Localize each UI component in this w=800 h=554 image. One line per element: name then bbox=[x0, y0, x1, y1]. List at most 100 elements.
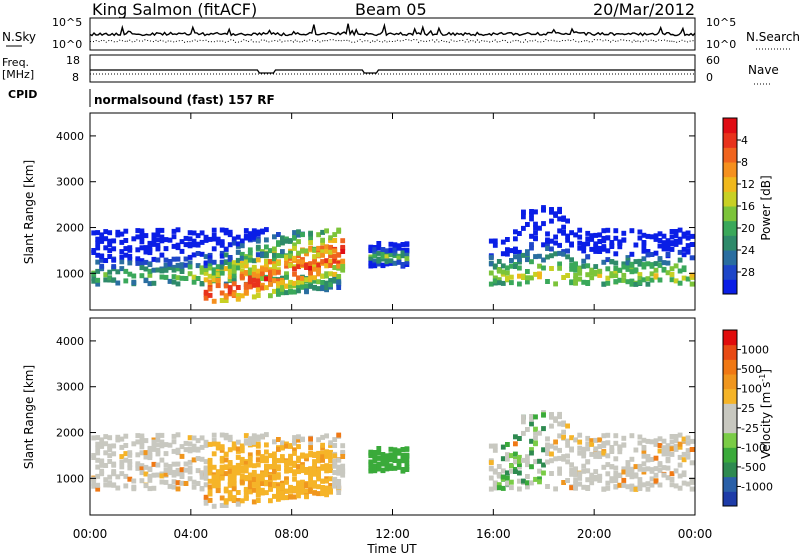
velocity-cell bbox=[127, 452, 133, 458]
power-cell bbox=[107, 269, 113, 275]
velocity-cell bbox=[529, 438, 534, 444]
power-cell bbox=[300, 232, 305, 238]
velocity-cell bbox=[565, 423, 570, 429]
velocity-cell bbox=[292, 485, 297, 491]
power-cell bbox=[219, 250, 225, 256]
velocity-cell bbox=[123, 457, 129, 463]
power-cell bbox=[167, 265, 173, 271]
nave-right-tick-bottom: 0 bbox=[706, 71, 713, 84]
power-cell bbox=[231, 276, 237, 282]
velocity-cell bbox=[183, 467, 189, 473]
velocity-cell bbox=[681, 480, 687, 486]
velocity-cell bbox=[308, 479, 313, 485]
velocity-cell bbox=[219, 445, 225, 451]
velocity-cell bbox=[211, 482, 217, 488]
power-cell bbox=[159, 238, 165, 244]
power-cell bbox=[328, 258, 333, 264]
velocity-cell bbox=[207, 484, 213, 490]
velocity-cell bbox=[276, 437, 281, 442]
power-cell bbox=[392, 250, 398, 256]
velocity-cell bbox=[227, 474, 233, 480]
velocity-cell bbox=[199, 444, 205, 450]
power-cell bbox=[219, 270, 225, 276]
power-cell bbox=[657, 262, 663, 268]
power-cell bbox=[533, 221, 538, 227]
velocity-cell bbox=[537, 479, 542, 485]
velocity-cell bbox=[549, 458, 554, 464]
power-cell bbox=[525, 269, 530, 274]
velocity-cell bbox=[219, 464, 225, 470]
power-cell bbox=[669, 234, 675, 240]
velocity-cell bbox=[288, 484, 293, 490]
velocity-cell bbox=[613, 440, 619, 446]
velocity-cell bbox=[557, 411, 562, 417]
power-cell bbox=[195, 233, 201, 239]
power-cell bbox=[525, 279, 530, 285]
power-cell bbox=[227, 289, 233, 295]
power-cell bbox=[284, 238, 289, 244]
velocity-cell bbox=[179, 444, 185, 450]
velocity-cell bbox=[308, 440, 313, 446]
power-cell bbox=[645, 276, 651, 282]
power-cell bbox=[388, 260, 394, 266]
power-cell bbox=[280, 240, 285, 246]
velocity-cell bbox=[488, 475, 494, 481]
power-cell bbox=[629, 269, 635, 275]
velocity-cell bbox=[304, 469, 309, 475]
velocity-cell bbox=[496, 482, 502, 488]
power-cell bbox=[633, 259, 639, 265]
power-cell bbox=[231, 260, 237, 266]
power-cell bbox=[657, 277, 663, 283]
velocity-cell bbox=[328, 440, 333, 446]
power-cell bbox=[316, 252, 321, 258]
power-cell bbox=[219, 227, 225, 233]
velocity-cell bbox=[292, 461, 297, 467]
power-cell bbox=[665, 246, 671, 252]
velocity-cell bbox=[400, 458, 406, 464]
noise-right-tick-bottom: 10^0 bbox=[706, 38, 736, 51]
power-cell bbox=[400, 242, 406, 247]
velocity-cell bbox=[376, 455, 382, 461]
station-title: King Salmon (fitACF) bbox=[92, 0, 257, 19]
freq-left-tick-top: 18 bbox=[66, 54, 80, 67]
velocity-cell bbox=[689, 460, 695, 466]
power-cell bbox=[525, 275, 530, 281]
power-cell bbox=[255, 268, 261, 274]
velocity-cell bbox=[336, 465, 342, 471]
velocity-cell bbox=[255, 491, 261, 497]
power-cell bbox=[155, 257, 161, 263]
velocity-cell bbox=[276, 458, 281, 464]
power-cell bbox=[255, 293, 261, 298]
power-cell bbox=[175, 281, 181, 287]
velocity-cell bbox=[533, 414, 538, 420]
velocity-cell bbox=[155, 450, 161, 456]
power-cell bbox=[247, 271, 253, 277]
velocity-cell bbox=[625, 484, 631, 490]
nave-right-tick-top: 60 bbox=[706, 54, 720, 67]
power-cell bbox=[561, 229, 566, 235]
power-cell bbox=[488, 238, 494, 244]
velocity-cell bbox=[231, 441, 237, 447]
power-cell bbox=[585, 241, 591, 247]
velocity-cell bbox=[219, 469, 225, 475]
velocity-cell bbox=[171, 461, 177, 467]
velocity-cell bbox=[316, 476, 321, 482]
velocity-cell bbox=[175, 471, 181, 477]
velocity-cell bbox=[376, 461, 382, 467]
velocity-cell bbox=[577, 475, 583, 481]
y-tick-label: 1000 bbox=[56, 267, 84, 280]
power-cell bbox=[139, 258, 145, 264]
power-cell bbox=[155, 267, 161, 273]
power-cell bbox=[95, 281, 101, 287]
power-cell bbox=[637, 261, 643, 267]
velocity-cell bbox=[272, 439, 277, 445]
velocity-cell bbox=[199, 435, 205, 441]
velocity-cell bbox=[107, 435, 113, 441]
power-cell bbox=[573, 279, 578, 285]
power-cell bbox=[135, 247, 141, 253]
velocity-cell bbox=[581, 449, 587, 455]
freq-panel-frame bbox=[89, 54, 696, 83]
power-cell bbox=[509, 280, 514, 286]
velocity-cell bbox=[617, 449, 623, 455]
power-cell bbox=[231, 268, 237, 274]
